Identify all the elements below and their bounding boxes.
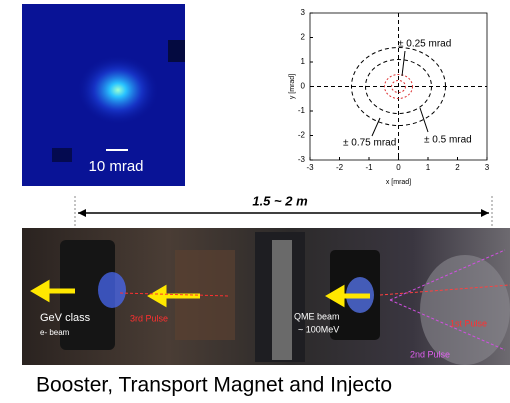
y-tick-label: 2 [301,33,306,42]
distance-marker: 1.5 ~ 2 m [75,193,492,226]
x-tick-label: 0 [396,163,401,172]
x-tick-label: -1 [365,163,373,172]
x-tick-label: -2 [336,163,344,172]
setup-photo: GeV class e- beam 3rd Pulse QME beam ~ 1… [22,228,510,365]
photo-label: 3rd Pulse [130,313,168,323]
y-tick-label: -1 [298,106,306,115]
x-tick-label: 3 [485,163,490,172]
y-tick-label: -3 [298,155,306,164]
scale-label: 10 mrad [88,158,143,175]
y-tick-label: 0 [301,82,306,91]
annotation: ± 0.25 mrad [398,39,451,50]
y-tick-label: 1 [301,57,306,66]
photo-label: e- beam [40,328,70,337]
annotation: ± 0.5 mrad [424,135,472,146]
x-tick-label: -3 [306,163,314,172]
distance-label: 1.5 ~ 2 m [252,193,308,208]
annotation: ± 0.75 mrad [343,138,396,149]
divergence-plot: ± 0.25 mrad ± 0.5 mrad ± 0.75 mrad x [mr… [289,8,490,186]
photo-label: QME beam [294,311,340,321]
x-label: x [mrad] [386,179,411,186]
photo-label: 2nd Pulse [410,349,450,359]
photo-label: 1st Pulse [450,318,487,328]
beam-image: 10 mrad [22,4,185,186]
figure: 10 mrad ± 0.25 mrad ± 0.5 mrad ± 0.75 mr… [0,0,510,398]
photo-label: ~ 100MeV [298,324,339,334]
y-tick-label: 3 [301,8,306,17]
photo-label: GeV class [40,312,91,324]
x-tick-label: 1 [426,163,431,172]
y-tick-label: -2 [298,131,306,140]
caption: Booster, Transport Magnet and Injecto [36,374,392,397]
y-label: y [mrad] [289,74,296,99]
x-tick-label: 2 [455,163,460,172]
